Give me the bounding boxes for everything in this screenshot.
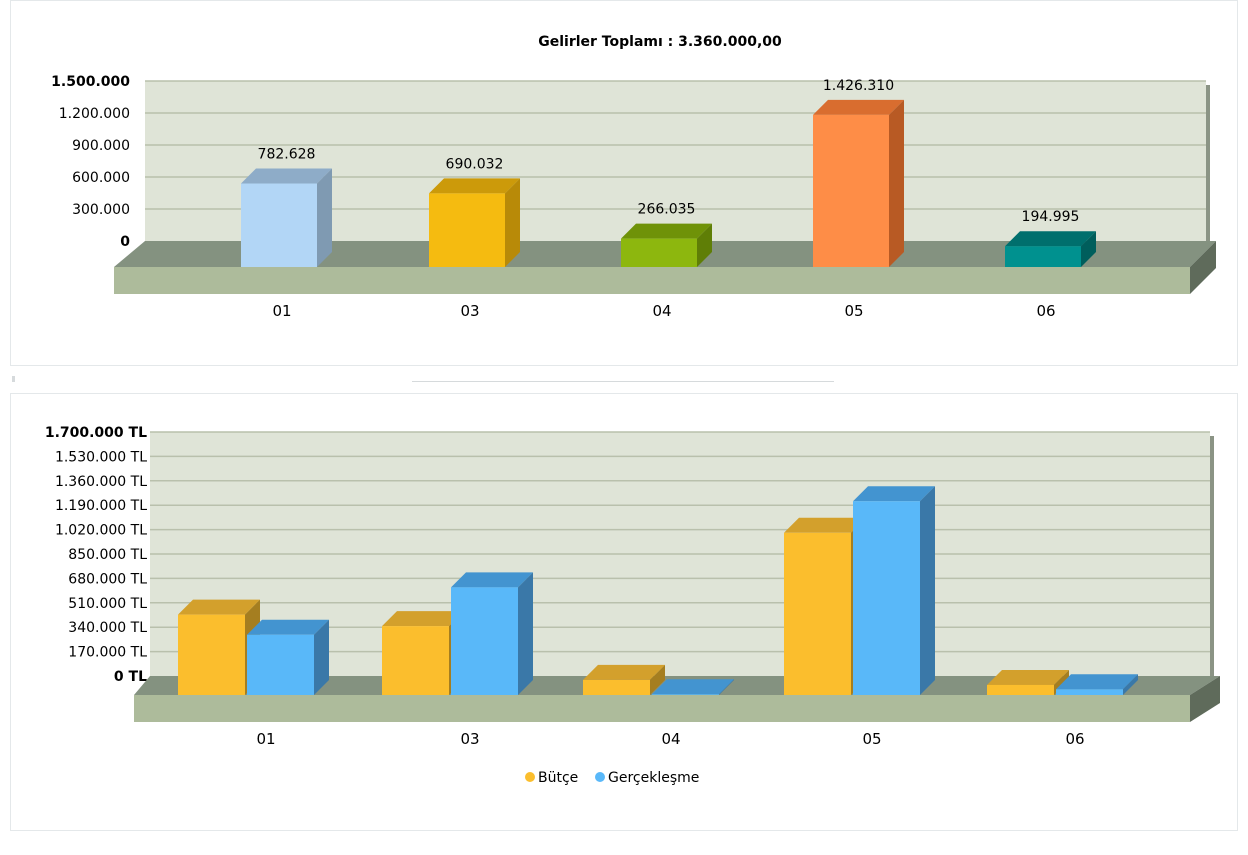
y-tick-label: 1.190.000 TL (55, 498, 147, 514)
bar-Bütçe-06-top (987, 669, 1069, 685)
bar-06-side (1081, 231, 1096, 267)
y-tick-label: 1.700.000 TL (45, 425, 147, 441)
y-tick-label: 900.000 (72, 138, 130, 154)
bar-Gerçekleşme-06-side (1123, 674, 1138, 695)
bar-Gerçekleşme-06-top (1056, 674, 1138, 690)
bar-Gerçekleşme-03-side (518, 572, 533, 695)
bar-Bütçe-01-top (178, 599, 260, 615)
bar-Gerçekleşme-01-side (314, 619, 329, 695)
x-tick-label: 04 (661, 730, 680, 748)
legend-marker-Gerçekleşme (595, 772, 605, 782)
x-tick-label: 05 (844, 302, 863, 320)
bar-05 (813, 114, 889, 268)
bar-05-side (889, 99, 904, 268)
bar-04 (621, 238, 697, 267)
x-tick-label: 06 (1065, 730, 1084, 748)
legend (525, 772, 605, 782)
plot-background-edge (1210, 436, 1214, 676)
bar-Bütçe-05-top (784, 517, 866, 533)
bar-Bütçe-03-top (382, 611, 464, 627)
bar-Gerçekleşme-04-top (652, 679, 734, 695)
bar-Gerçekleşme-05-side (920, 486, 935, 695)
y-tick-label: 680.000 TL (68, 571, 147, 587)
separator-line (412, 381, 834, 382)
data-label: 1.426.310 (823, 78, 894, 94)
y-tick-label: 300.000 (72, 202, 130, 218)
y-tick-label: 850.000 TL (68, 547, 147, 563)
x-tick-label: 03 (460, 730, 479, 748)
bar-Gerçekleşme-05 (853, 501, 920, 695)
legend-marker-Bütçe (525, 772, 535, 782)
bar-Bütçe-04 (583, 679, 650, 695)
bar-Bütçe-05 (784, 532, 851, 695)
y-tick-label: 600.000 (72, 170, 130, 186)
plot-background-edge (1206, 85, 1210, 241)
legend-label: Bütçe (538, 770, 578, 786)
bar-Gerçekleşme-03 (451, 587, 518, 695)
y-tick-label: 1.530.000 TL (55, 449, 147, 465)
bar-Gerçekleşme-01-top (247, 619, 329, 635)
floor-side (1190, 241, 1216, 294)
y-tick-label: 1.200.000 (59, 106, 130, 122)
x-tick-label: 01 (256, 730, 275, 748)
x-tick-label: 04 (652, 302, 671, 320)
x-tick-label: 05 (862, 730, 881, 748)
bar-Gerçekleşme-03-top (451, 572, 533, 588)
y-tick-label: 1.360.000 TL (55, 474, 147, 490)
y-tick-label: 510.000 TL (68, 596, 147, 612)
x-tick-label: 06 (1036, 302, 1055, 320)
data-label: 690.032 (446, 156, 504, 172)
bar-Gerçekleşme-01 (247, 634, 314, 695)
floor-front (114, 267, 1190, 294)
bar-05-top (813, 99, 904, 115)
bar-03 (429, 193, 505, 267)
y-tick-label: 340.000 TL (68, 620, 147, 636)
bar-Gerçekleşme-06 (1056, 689, 1123, 695)
bar-01-top (241, 168, 332, 184)
bar-Gerçekleşme-04 (652, 694, 719, 695)
y-tick-label: 0 (120, 234, 130, 250)
bar-04-top (621, 223, 712, 239)
x-tick-label: 01 (272, 302, 291, 320)
bar-Bütçe-03 (382, 626, 449, 695)
bar-01 (241, 183, 317, 267)
bar-Gerçekleşme-05-top (853, 486, 935, 502)
data-label: 194.995 (1022, 209, 1080, 225)
bar-Gerçekleşme-04-side (719, 679, 734, 695)
bar-06 (1005, 246, 1081, 267)
y-tick-label: 0 TL (114, 669, 147, 685)
bar-04-side (697, 223, 712, 267)
bar-03-top (429, 178, 520, 194)
bar-Bütçe-06 (987, 684, 1054, 695)
data-label: 266.035 (638, 202, 696, 218)
legend-label: Gerçekleşme (608, 770, 699, 786)
bar-Bütçe-01 (178, 614, 245, 695)
bar-Bütçe-04-side (650, 664, 665, 695)
scroll-mark (12, 376, 15, 382)
x-tick-label: 03 (460, 302, 479, 320)
bar-06-top (1005, 231, 1096, 247)
floor-front (134, 695, 1190, 722)
y-tick-label: 1.500.000 (51, 74, 130, 90)
chart-title: Gelirler Toplamı : 3.360.000,00 (538, 34, 782, 50)
bar-01-side (317, 168, 332, 267)
bar-Bütçe-04-top (583, 664, 665, 680)
data-label: 782.628 (258, 147, 316, 163)
y-tick-label: 170.000 TL (68, 645, 147, 661)
floor-side (1190, 676, 1220, 722)
bar-03-side (505, 178, 520, 267)
y-tick-label: 1.020.000 TL (55, 523, 147, 539)
